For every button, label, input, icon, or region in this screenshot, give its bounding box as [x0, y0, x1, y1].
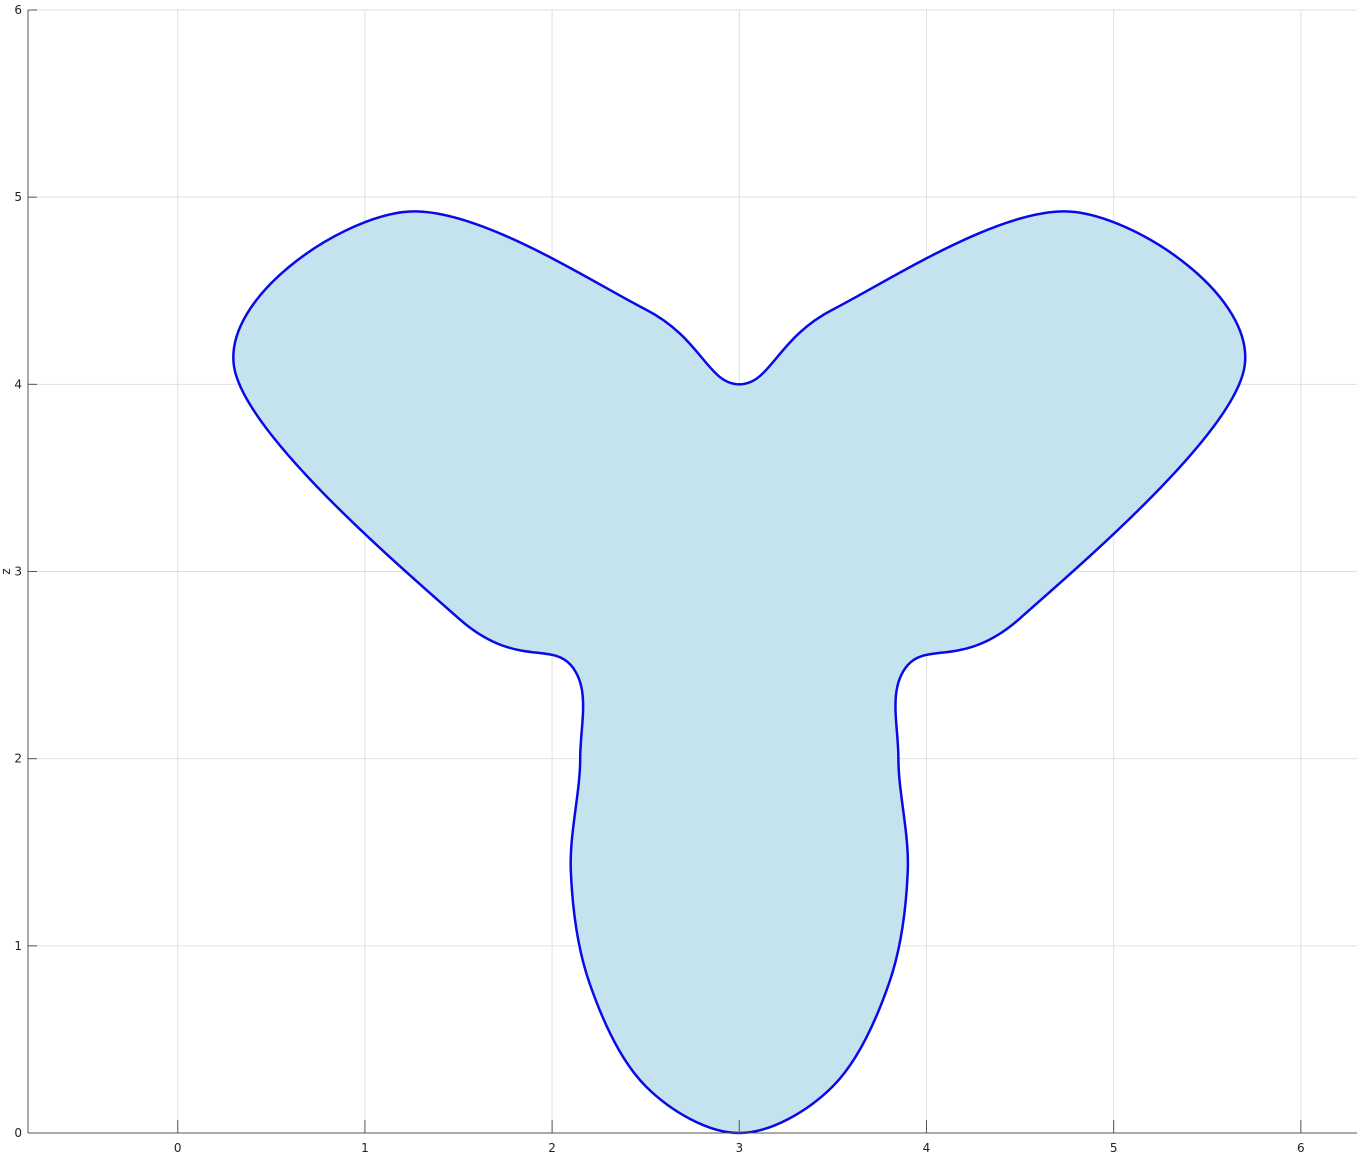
y-tick-label-4: 4	[14, 377, 22, 391]
x-tick-label-4: 4	[923, 1141, 931, 1155]
y-tick-label-3: 3	[14, 565, 22, 579]
x-tick-label-6: 6	[1297, 1141, 1305, 1155]
y-tick-label-6: 6	[14, 3, 22, 17]
x-tick-label-3: 3	[735, 1141, 743, 1155]
shape-layer	[232, 210, 1247, 1135]
y-tick-label-5: 5	[14, 190, 22, 204]
x-tick-label-5: 5	[1110, 1141, 1118, 1155]
y-tick-label-1: 1	[14, 939, 22, 953]
x-tick-label-2: 2	[548, 1141, 556, 1155]
shape-outline	[232, 210, 1247, 1135]
y-tick-label-0: 0	[14, 1126, 22, 1140]
y-tick-label-2: 2	[14, 752, 22, 766]
shape-fill	[233, 211, 1246, 1134]
axes: 0 1 2 3 4 5 6 0 1 2 3 4 5 6	[14, 3, 1357, 1155]
x-tick-label-0: 0	[174, 1141, 182, 1155]
y-axis-label: z	[0, 568, 13, 574]
x-tick-label-1: 1	[361, 1141, 369, 1155]
